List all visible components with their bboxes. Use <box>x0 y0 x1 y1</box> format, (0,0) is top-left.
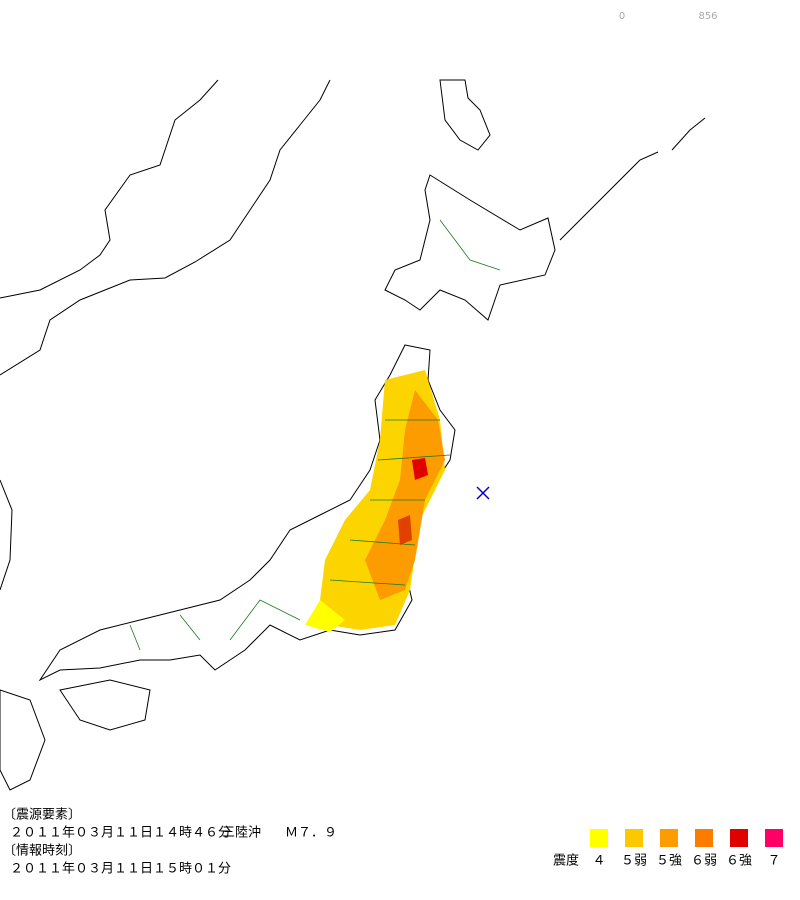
report-time: ２０１１年０３月１１日１５時０１分 <box>10 862 231 877</box>
hypocenter-heading: 〔震源要素〕 <box>3 808 81 823</box>
legend-swatch <box>625 829 643 847</box>
epicenter <box>476 486 490 500</box>
report-heading: 〔情報時刻〕 <box>3 844 81 859</box>
coastlines <box>0 79 706 791</box>
legend-swatch <box>660 829 678 847</box>
legend-swatch <box>765 829 783 847</box>
legend-label: ４ <box>592 854 605 869</box>
legend-swatch <box>590 829 608 847</box>
hypocenter-magnitude: Ｍ７．９ <box>285 826 337 841</box>
legend: ４ ５弱 ５強 ６弱 ６強 ７ <box>590 829 783 869</box>
prefecture-borders <box>129 219 501 651</box>
hypocenter-region: 三陸沖 <box>222 825 261 841</box>
intensity-area <box>305 370 445 632</box>
legend-label: ６弱 <box>691 854 717 869</box>
scale-label: 0 <box>619 11 625 22</box>
legend-label: ５強 <box>656 854 682 869</box>
legend-label: ５弱 <box>621 854 647 869</box>
legend-swatch <box>730 829 748 847</box>
legend-title: 震度 <box>553 853 579 869</box>
scale-label: 856 <box>698 11 717 22</box>
legend-label: ６強 <box>726 854 752 869</box>
legend-swatch <box>695 829 713 847</box>
hypocenter-time: ２０１１年０３月１１日１４時４６分 <box>10 826 231 841</box>
legend-label: ７ <box>767 854 780 869</box>
